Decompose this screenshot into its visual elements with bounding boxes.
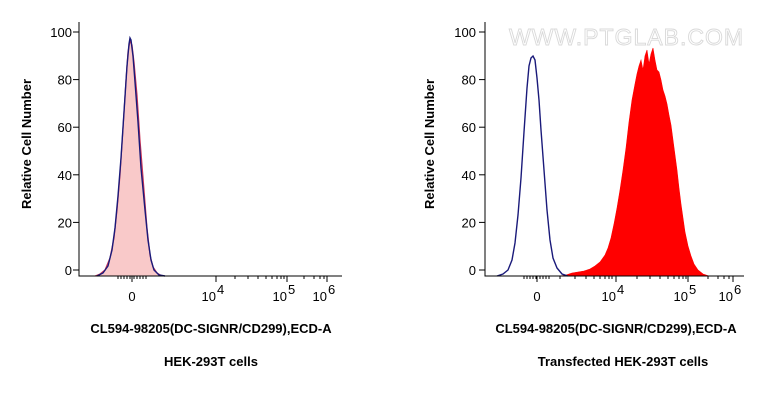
y-tick-label: 80 [58, 73, 72, 88]
x-tick-label: 10 [719, 289, 733, 304]
plot-frame-right [484, 22, 744, 277]
x-axis-label-left: CL594-98205(DC-SIGNR/CD299),ECD-A [90, 321, 332, 336]
watermark: WWW.PTGLAB.COM [509, 24, 744, 50]
plot-frame-left [78, 22, 342, 277]
y-tick-label: 80 [462, 73, 476, 88]
y-tick-label: 100 [454, 25, 476, 40]
control-histogram-left [96, 35, 166, 277]
x-tick-label: 0 [533, 289, 540, 304]
caption-right: Transfected HEK-293T cells [538, 354, 709, 369]
y-axis-ticks-left: 0 20 40 60 80 100 [50, 25, 79, 278]
y-axis-ticks-right: 0 20 40 60 80 100 [454, 25, 485, 278]
y-tick-label: 0 [469, 263, 476, 278]
caption-left: HEK-293T cells [164, 354, 258, 369]
x-tick-label: 10 [202, 289, 216, 304]
x-axis-label-right: CL594-98205(DC-SIGNR/CD299),ECD-A [495, 321, 737, 336]
x-tick-exponent: 4 [217, 282, 224, 297]
x-axis-ticks-left: 0 10 4 10 5 10 6 [117, 276, 335, 304]
x-tick-exponent: 6 [734, 282, 741, 297]
x-tick-exponent: 5 [288, 282, 295, 297]
x-tick-label: 10 [313, 289, 327, 304]
y-tick-label: 40 [58, 168, 72, 183]
y-tick-label: 20 [462, 215, 476, 230]
x-tick-label: 10 [602, 289, 616, 304]
x-tick-label: 10 [674, 289, 688, 304]
sample-histogram-right [559, 47, 710, 277]
control-histogram-right [496, 54, 569, 277]
x-tick-label: 10 [273, 289, 287, 304]
y-tick-label: 0 [65, 263, 72, 278]
y-tick-label: 60 [58, 120, 72, 135]
y-axis-label-right: Relative Cell Number [422, 79, 437, 209]
x-tick-label: 0 [128, 289, 135, 304]
y-tick-label: 60 [462, 120, 476, 135]
x-axis-ticks-right: 0 10 4 10 5 10 6 [523, 276, 741, 304]
x-tick-exponent: 5 [689, 282, 696, 297]
y-tick-label: 40 [462, 168, 476, 183]
x-tick-exponent: 4 [617, 282, 624, 297]
y-axis-label-left: Relative Cell Number [19, 79, 34, 209]
sample-histogram-left [95, 41, 162, 276]
y-tick-label: 20 [58, 215, 72, 230]
x-tick-exponent: 6 [328, 282, 335, 297]
y-tick-label: 100 [50, 25, 72, 40]
